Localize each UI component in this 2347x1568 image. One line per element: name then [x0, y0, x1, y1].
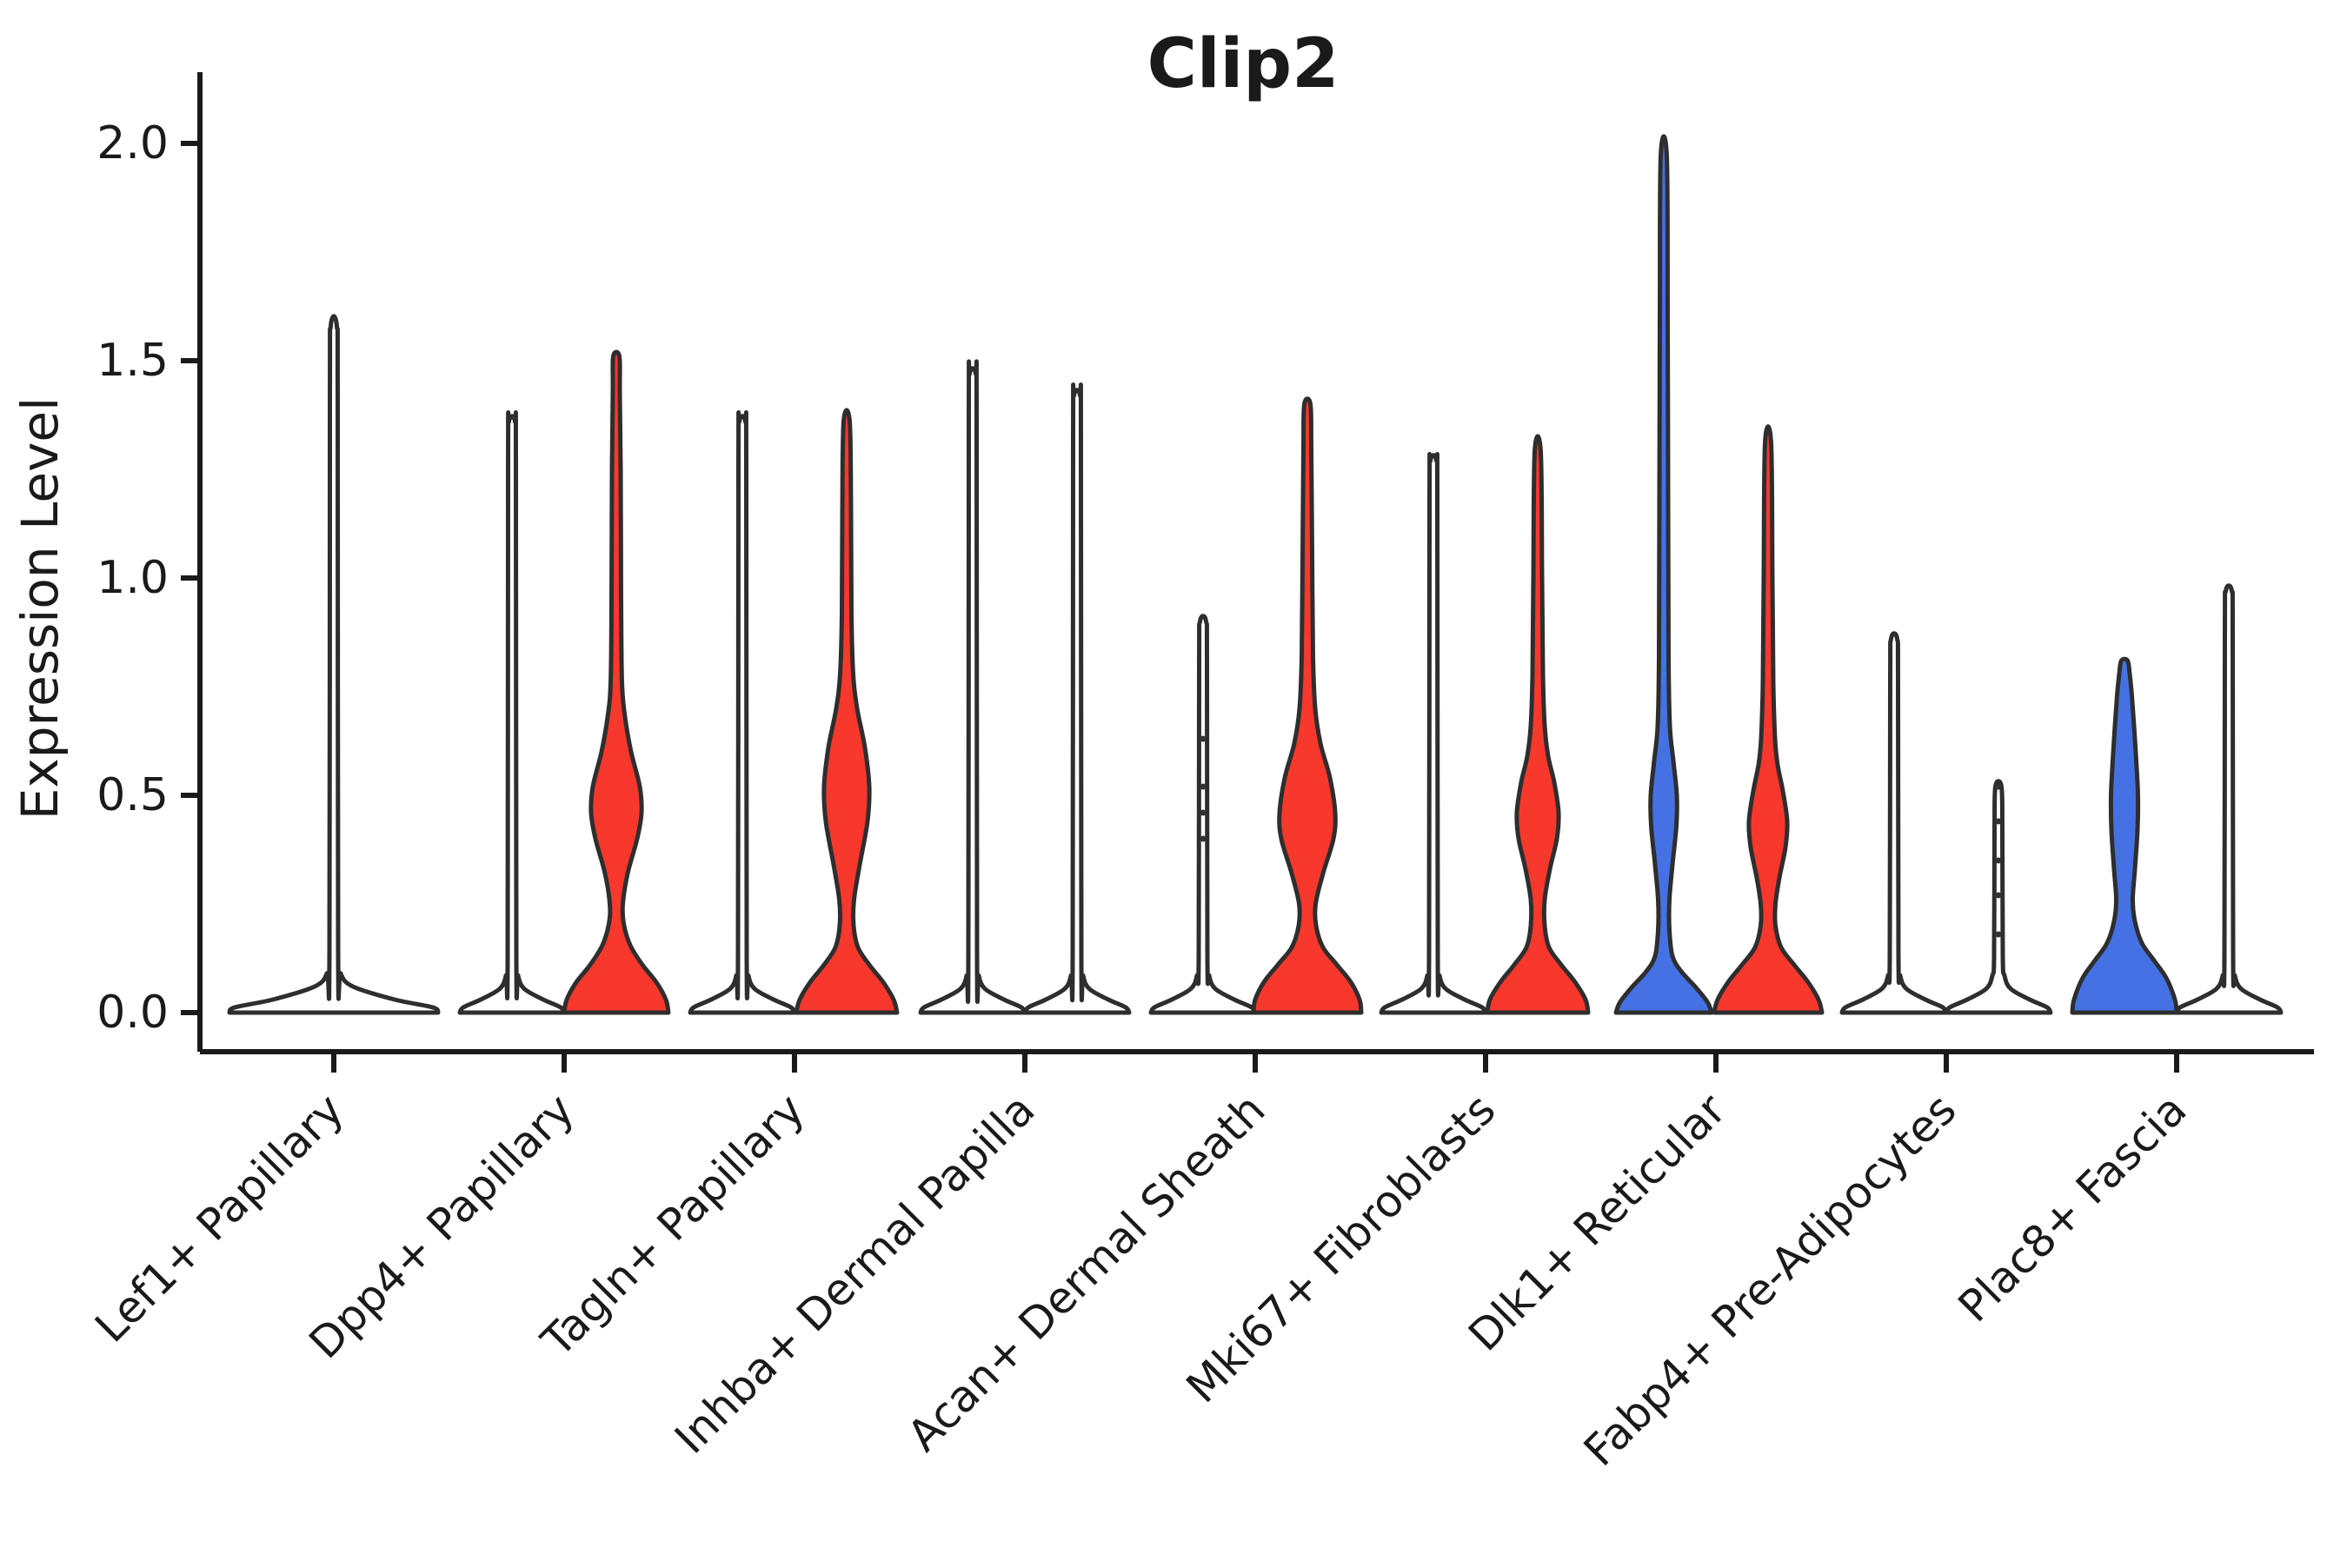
violin-dlk1-left — [1613, 134, 1714, 1015]
violin-fabp4-left — [1839, 631, 1949, 1015]
violin-acan-right — [1251, 396, 1364, 1015]
y-tick-label: 0.0 — [96, 987, 169, 1039]
violin-dpp4-right — [562, 349, 671, 1015]
outlier-dot — [1200, 735, 1207, 742]
outlier-dot — [1995, 892, 2002, 899]
violin-mki67-right — [1485, 434, 1591, 1015]
outlier-dot — [1200, 835, 1207, 842]
outlier-dot — [1995, 783, 2002, 790]
x-tick-label: Plac8+ Fascia — [1949, 1084, 2197, 1332]
y-tick-label: 1.5 — [96, 335, 169, 387]
outlier-dot — [1200, 783, 1207, 790]
violin-plac8-right — [2174, 583, 2284, 1015]
violin-dlk1-right — [1712, 424, 1825, 1015]
violin-tagln-right — [794, 408, 900, 1015]
outlier-dot — [1995, 857, 2002, 864]
x-tick-label: Fabp4+ Pre-Adipocytes — [1574, 1084, 1966, 1476]
violin-lef1-center — [227, 314, 441, 1015]
outlier-dot — [1995, 931, 2002, 938]
violin-inhba-left — [918, 359, 1027, 1015]
violin-dpp4-left — [457, 410, 567, 1015]
y-tick-label: 2.0 — [96, 117, 169, 169]
y-tick-label: 1.0 — [96, 552, 169, 604]
violin-tagln-left — [688, 410, 797, 1015]
violin-mki67-left — [1379, 452, 1488, 1015]
chart-title: Clip2 — [1147, 25, 1340, 103]
x-tick-label: Lef1+ Papillary — [85, 1084, 353, 1352]
outlier-dot — [1995, 818, 2002, 825]
violin-plac8-left — [2070, 656, 2179, 1015]
y-axis-label: Expression Level — [10, 397, 70, 820]
y-tick-label: 0.5 — [96, 769, 169, 821]
violin-layer — [227, 134, 2284, 1015]
outlier-dot — [1200, 809, 1207, 816]
violin-inhba-right — [1022, 382, 1132, 1015]
